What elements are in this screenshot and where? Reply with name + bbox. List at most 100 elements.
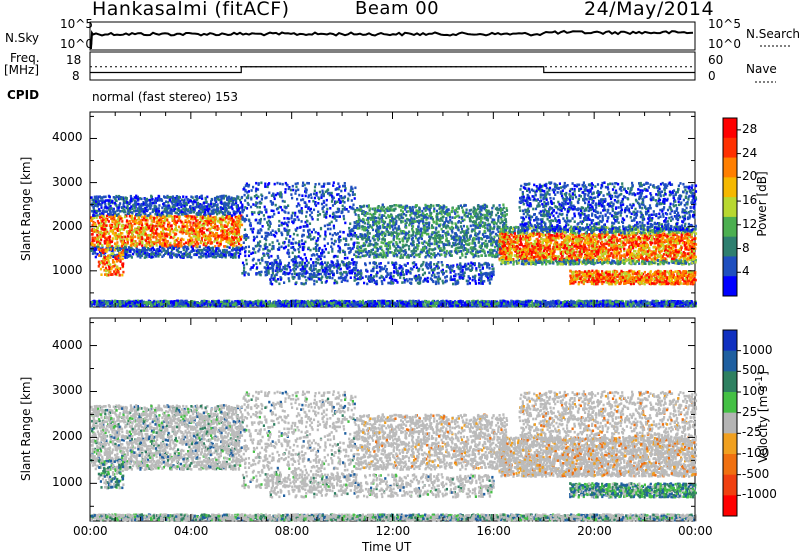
power-cell (210, 242, 212, 245)
power-cell (295, 256, 297, 259)
power-cell (183, 243, 185, 246)
power-cell (118, 267, 120, 270)
power-cell (421, 210, 423, 213)
power-cell (224, 245, 226, 248)
power-cell (190, 256, 192, 259)
power-cell (356, 209, 358, 212)
power-cell (98, 200, 100, 203)
power-cell (241, 205, 243, 208)
power-cell (202, 217, 204, 220)
power-cell (209, 254, 211, 257)
power-cell (140, 231, 142, 234)
power-cell (311, 254, 313, 257)
power-cell (344, 257, 346, 260)
power-cell (178, 199, 180, 202)
power-cell (193, 230, 195, 233)
power-cell (109, 271, 111, 274)
power-cell (283, 210, 285, 213)
power-cell (495, 253, 497, 256)
power-cell (469, 218, 471, 221)
power-cell (383, 226, 385, 229)
power-cell (309, 273, 311, 276)
power-cell (426, 233, 428, 236)
power-cell (147, 214, 149, 217)
power-cell (232, 220, 234, 223)
power-cell (468, 242, 470, 245)
power-cell (122, 258, 124, 261)
power-cell (158, 214, 160, 217)
power-cell (207, 215, 209, 218)
power-cell (201, 204, 203, 207)
power-cell (291, 197, 293, 200)
power-cell (95, 256, 97, 259)
power-cell (294, 214, 296, 217)
power-cell (383, 214, 385, 217)
power-cell (92, 214, 94, 217)
power-cell (152, 211, 154, 214)
power-cell (412, 241, 414, 244)
power-cell (214, 203, 216, 206)
power-cell (411, 253, 413, 256)
power-cell (335, 201, 337, 204)
power-cell (285, 237, 287, 240)
power-cell (115, 245, 117, 248)
power-cell (399, 204, 401, 207)
power-cell (145, 207, 147, 210)
power-cell (245, 184, 247, 187)
power-cell (354, 221, 356, 224)
power-cell (331, 221, 333, 224)
power-cell (473, 206, 475, 209)
power-cell (431, 243, 433, 246)
power-cell (217, 203, 219, 206)
power-cell (260, 194, 262, 197)
power-cell (107, 255, 109, 258)
power-cell (456, 211, 458, 214)
power-cell (364, 233, 366, 236)
power-cell (438, 245, 440, 248)
power-cell (94, 229, 96, 232)
power-cell (145, 226, 147, 229)
power-cell (318, 198, 320, 201)
power-cell (326, 208, 328, 211)
power-cell (113, 196, 115, 199)
power-cell (173, 254, 175, 257)
power-cell (355, 255, 357, 258)
power-cell (316, 240, 318, 243)
power-cell (272, 193, 274, 196)
power-cell (137, 203, 139, 206)
power-cell (415, 213, 417, 216)
power-cell (122, 251, 124, 254)
power-cell (140, 222, 142, 225)
power-cell (200, 253, 202, 256)
power-cell (131, 215, 133, 218)
power-cell (252, 231, 254, 234)
power-cell (367, 217, 369, 220)
power-cell (343, 238, 345, 241)
power-cell (472, 253, 474, 256)
power-cell (281, 234, 283, 237)
power-cell (126, 256, 128, 259)
power-cell (433, 207, 435, 210)
power-cell (200, 213, 202, 216)
power-cell (236, 217, 238, 220)
power-cell (247, 236, 249, 239)
power-cell (323, 183, 325, 186)
power-cell (231, 249, 233, 252)
power-cell (136, 248, 138, 251)
power-cell (152, 232, 154, 235)
power-cell (351, 199, 353, 202)
power-cell (275, 194, 277, 197)
power-cell (295, 228, 297, 231)
power-cell (335, 211, 337, 214)
power-cell (443, 249, 445, 252)
power-cell (119, 248, 121, 251)
power-cell (100, 262, 102, 265)
power-cell (450, 221, 452, 224)
power-cell (302, 246, 304, 249)
power-cell (111, 201, 113, 204)
power-cell (357, 236, 359, 239)
power-cell (121, 198, 123, 201)
power-cell (271, 215, 273, 218)
power-cell (304, 253, 306, 256)
power-cell (331, 242, 333, 245)
